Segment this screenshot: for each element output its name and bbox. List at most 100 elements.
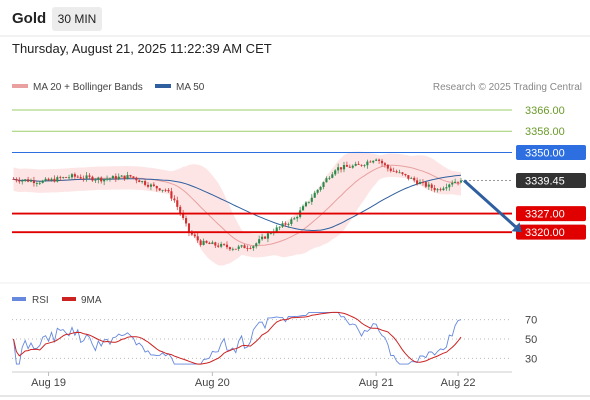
candle-body xyxy=(149,184,152,187)
candle-body xyxy=(138,180,141,183)
rsi-ma-legend-swatch xyxy=(62,297,76,301)
candle xyxy=(383,161,386,168)
forecast-arrow xyxy=(462,179,522,233)
candle xyxy=(401,171,404,176)
candle-body xyxy=(32,180,35,184)
candle-body xyxy=(161,189,164,191)
candle-body xyxy=(357,163,360,165)
candle xyxy=(255,242,258,249)
candle-body xyxy=(176,200,179,207)
candle-body xyxy=(111,176,114,179)
candle xyxy=(290,217,293,226)
candle-body xyxy=(275,227,278,233)
candle xyxy=(304,201,308,208)
rsi-tick-label: 30 xyxy=(525,353,537,365)
candle-body xyxy=(50,178,53,181)
candle xyxy=(237,244,240,251)
candle-body xyxy=(73,174,76,177)
candle-body xyxy=(404,173,407,176)
x-tick-label: Aug 21 xyxy=(359,377,394,389)
support-label: 3320.00 xyxy=(525,227,565,239)
candle xyxy=(170,187,173,202)
candle xyxy=(281,221,284,229)
candle-body xyxy=(53,178,56,182)
chart-header: Gold 30 MIN xyxy=(0,0,590,36)
candle-body xyxy=(345,165,348,167)
candle-body xyxy=(202,240,205,245)
candle-body xyxy=(430,184,433,188)
candle-body xyxy=(427,184,430,187)
candle xyxy=(293,216,296,220)
candle-body xyxy=(439,189,442,191)
candle xyxy=(146,182,150,189)
candle xyxy=(398,169,401,174)
candle xyxy=(392,167,395,172)
candle xyxy=(173,195,176,203)
candle-body xyxy=(416,180,419,184)
candle xyxy=(307,201,310,204)
candle-body xyxy=(182,213,185,219)
rsi-legend-label: RSI xyxy=(32,295,49,306)
credit-text: Research © 2025 Trading Central xyxy=(433,82,582,93)
candle-body xyxy=(304,202,308,207)
candle-body xyxy=(234,248,237,250)
candle xyxy=(234,248,237,250)
candle xyxy=(205,240,208,244)
candle xyxy=(442,186,445,191)
candle xyxy=(114,173,117,182)
candle-body xyxy=(44,178,47,181)
candle-body xyxy=(21,180,24,182)
candle-body xyxy=(214,242,217,246)
candle-body xyxy=(41,180,44,183)
candle-body xyxy=(281,223,284,227)
candle-body xyxy=(173,198,176,201)
candle-body xyxy=(193,234,196,237)
candle xyxy=(138,179,141,183)
candle xyxy=(316,189,319,195)
candle-body xyxy=(325,178,328,183)
candle-body xyxy=(231,248,234,250)
candle-body xyxy=(310,197,313,202)
candle xyxy=(313,190,316,198)
candle-body xyxy=(167,189,170,192)
x-tick-label: Aug 22 xyxy=(441,377,476,389)
candle-body xyxy=(88,175,91,177)
candle xyxy=(448,183,451,191)
candle-body xyxy=(375,159,378,161)
candle-body xyxy=(261,236,264,240)
candle xyxy=(360,164,363,167)
candle xyxy=(152,182,155,187)
candle-body xyxy=(348,166,351,168)
candle-body xyxy=(386,164,389,169)
candle xyxy=(301,204,305,211)
candle xyxy=(395,169,398,174)
candle-body xyxy=(322,182,325,188)
candle-body xyxy=(392,170,395,172)
candle-body xyxy=(342,165,346,170)
candle-body xyxy=(82,178,85,180)
candle xyxy=(296,215,299,222)
candle-body xyxy=(158,188,161,191)
ma50-legend-label: MA 50 xyxy=(176,82,205,93)
candle-body xyxy=(278,226,281,228)
candle-body xyxy=(263,236,267,239)
candle xyxy=(231,247,234,252)
bollinger-legend-swatch xyxy=(12,84,28,88)
candle xyxy=(325,176,328,183)
bollinger-bands xyxy=(13,151,461,266)
candle-body xyxy=(401,172,404,174)
candle xyxy=(132,176,135,180)
candle-body xyxy=(85,175,88,179)
candle-body xyxy=(114,176,117,180)
candle xyxy=(103,178,106,186)
candle xyxy=(319,186,322,192)
candle xyxy=(363,164,366,168)
candle xyxy=(322,181,325,190)
candle xyxy=(94,178,97,184)
candle-body xyxy=(91,176,94,181)
candle-body xyxy=(108,178,112,180)
timeframe-tab[interactable]: 30 MIN xyxy=(52,7,102,31)
candle xyxy=(340,167,343,173)
candle-body xyxy=(266,233,269,239)
candle-body xyxy=(363,165,366,167)
